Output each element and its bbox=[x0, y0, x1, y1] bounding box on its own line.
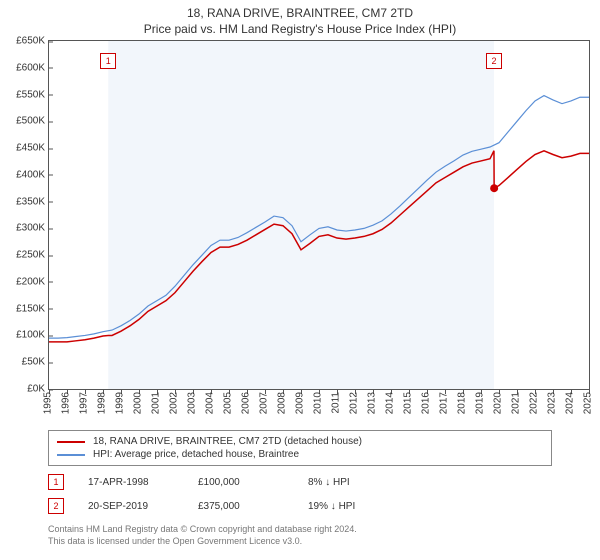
x-tick-label: 2020 bbox=[493, 392, 504, 414]
x-tick-label: 2013 bbox=[367, 392, 378, 414]
x-tick-label: 2002 bbox=[169, 392, 180, 414]
x-tick-label: 2017 bbox=[439, 392, 450, 414]
x-tick-label: 2024 bbox=[565, 392, 576, 414]
x-tick-label: 2025 bbox=[583, 392, 594, 414]
marker-price: £100,000 bbox=[198, 477, 308, 488]
chart-title-subtitle: Price paid vs. HM Land Registry's House … bbox=[0, 20, 600, 40]
x-tick-label: 2007 bbox=[259, 392, 270, 414]
footer-attribution: Contains HM Land Registry data © Crown c… bbox=[48, 524, 552, 547]
x-tick-label: 2018 bbox=[457, 392, 468, 414]
y-tick-label: £400K bbox=[16, 169, 49, 180]
x-tick-label: 2009 bbox=[295, 392, 306, 414]
x-tick-label: 2011 bbox=[331, 392, 342, 414]
y-tick-label: £350K bbox=[16, 196, 49, 207]
x-tick-label: 1996 bbox=[61, 392, 72, 414]
x-tick-label: 2004 bbox=[205, 392, 216, 414]
marker-date: 20-SEP-2019 bbox=[88, 501, 198, 512]
y-tick-label: £50K bbox=[22, 357, 49, 368]
x-tick-label: 2008 bbox=[277, 392, 288, 414]
marker-number-icon: 1 bbox=[48, 474, 64, 490]
x-tick-label: 1999 bbox=[115, 392, 126, 414]
chart-x-axis: 1995199619971998199920002001200220032004… bbox=[48, 390, 590, 424]
legend-swatch-icon bbox=[57, 454, 85, 456]
y-tick-label: £200K bbox=[16, 276, 49, 287]
marker-delta: 19% ↓ HPI bbox=[308, 501, 418, 512]
x-tick-label: 2005 bbox=[223, 392, 234, 414]
x-tick-label: 2014 bbox=[385, 392, 396, 414]
chart-title-address: 18, RANA DRIVE, BRAINTREE, CM7 2TD bbox=[0, 0, 600, 20]
marker-table: 1 17-APR-1998£100,0008% ↓ HPI 2 20-SEP-2019… bbox=[48, 470, 552, 518]
x-tick-label: 2012 bbox=[349, 392, 360, 414]
legend-item: 18, RANA DRIVE, BRAINTREE, CM7 2TD (deta… bbox=[57, 435, 543, 448]
marker-table-row: 1 17-APR-1998£100,0008% ↓ HPI bbox=[48, 470, 552, 494]
marker-delta: 8% ↓ HPI bbox=[308, 477, 418, 488]
x-tick-label: 1997 bbox=[79, 392, 90, 414]
sale-dot-icon bbox=[490, 184, 498, 192]
x-tick-label: 2022 bbox=[529, 392, 540, 414]
legend-swatch-icon bbox=[57, 441, 85, 443]
x-tick-label: 2006 bbox=[241, 392, 252, 414]
legend-item: HPI: Average price, detached house, Brai… bbox=[57, 448, 543, 461]
marker-table-row: 2 20-SEP-2019£375,00019% ↓ HPI bbox=[48, 494, 552, 518]
y-tick-label: £300K bbox=[16, 223, 49, 234]
x-tick-label: 2015 bbox=[403, 392, 414, 414]
y-tick-label: £450K bbox=[16, 143, 49, 154]
x-tick-label: 2010 bbox=[313, 392, 324, 414]
marker-price: £375,000 bbox=[198, 501, 308, 512]
x-tick-label: 2021 bbox=[511, 392, 522, 414]
x-tick-label: 2000 bbox=[133, 392, 144, 414]
legend-label: 18, RANA DRIVE, BRAINTREE, CM7 2TD (deta… bbox=[93, 436, 362, 447]
y-tick-label: £650K bbox=[16, 36, 49, 47]
y-tick-label: £500K bbox=[16, 116, 49, 127]
x-tick-label: 1995 bbox=[43, 392, 54, 414]
chart-plot-area: £0K£50K£100K£150K£200K£250K£300K£350K£40… bbox=[48, 40, 590, 390]
y-tick-label: £100K bbox=[16, 330, 49, 341]
x-tick-label: 1998 bbox=[97, 392, 108, 414]
chart-marker-1: 1 bbox=[100, 53, 116, 69]
y-tick-label: £150K bbox=[16, 303, 49, 314]
marker-date: 17-APR-1998 bbox=[88, 477, 198, 488]
x-tick-label: 2003 bbox=[187, 392, 198, 414]
x-tick-label: 2023 bbox=[547, 392, 558, 414]
legend-label: HPI: Average price, detached house, Brai… bbox=[93, 449, 299, 460]
y-tick-label: £250K bbox=[16, 250, 49, 261]
marker-number-icon: 2 bbox=[48, 498, 64, 514]
x-tick-label: 2019 bbox=[475, 392, 486, 414]
x-tick-label: 2016 bbox=[421, 392, 432, 414]
chart-marker-2: 2 bbox=[486, 53, 502, 69]
x-tick-label: 2001 bbox=[151, 392, 162, 414]
footer-line-1: Contains HM Land Registry data © Crown c… bbox=[48, 524, 552, 536]
legend: 18, RANA DRIVE, BRAINTREE, CM7 2TD (deta… bbox=[48, 430, 552, 466]
footer-line-2: This data is licensed under the Open Gov… bbox=[48, 536, 552, 548]
y-tick-label: £600K bbox=[16, 62, 49, 73]
y-tick-label: £550K bbox=[16, 89, 49, 100]
